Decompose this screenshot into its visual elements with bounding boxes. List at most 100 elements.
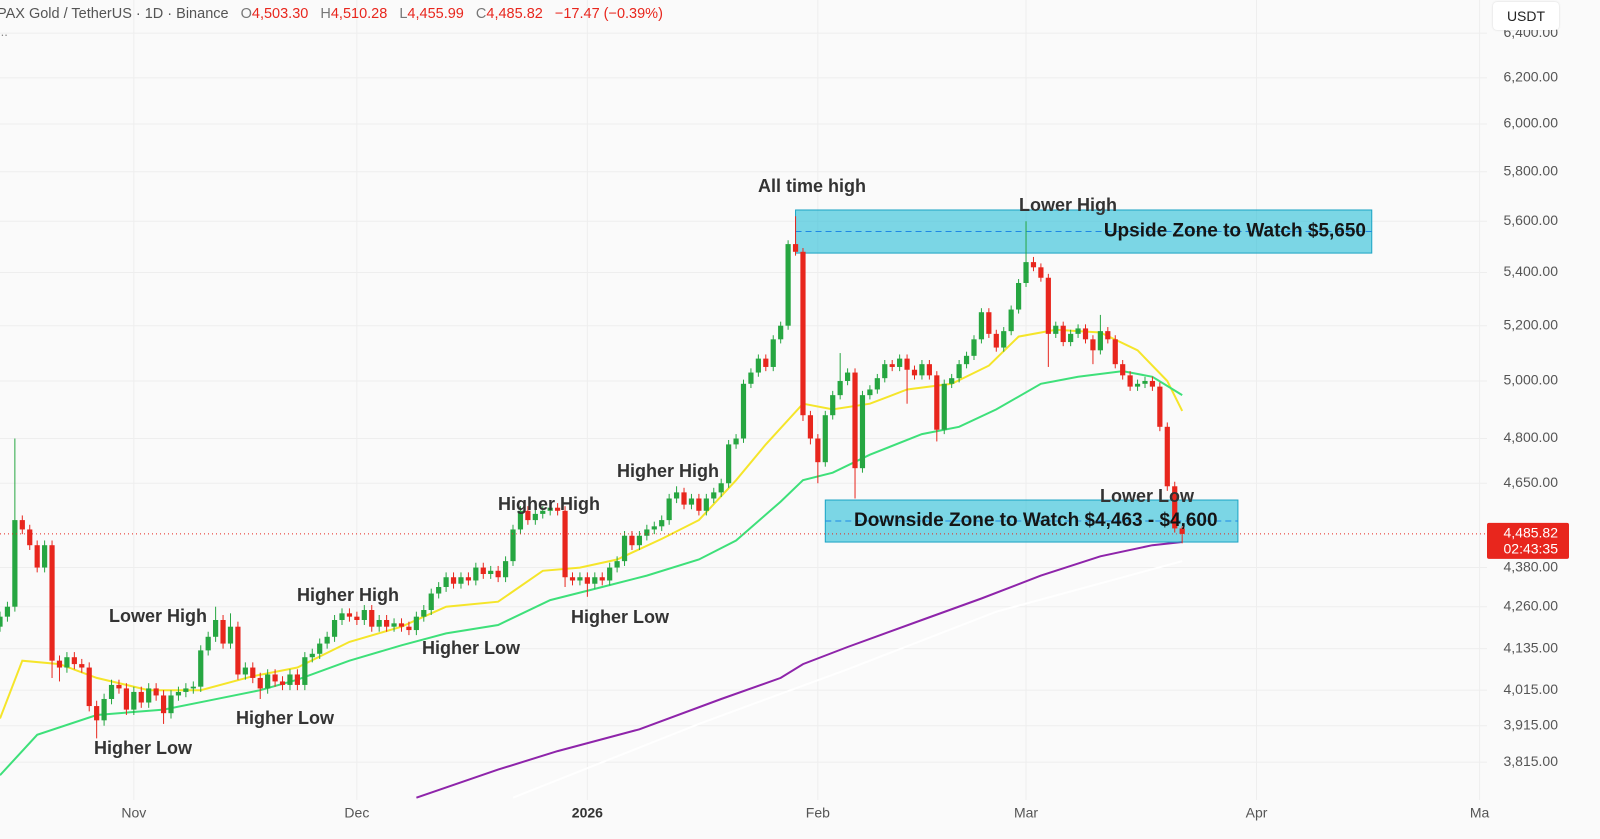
x-tick-label: 2026 [572, 805, 603, 821]
candle-body [331, 619, 338, 637]
x-tick-label: Apr [1246, 805, 1268, 821]
candle-body [733, 438, 739, 445]
candle-body [1060, 325, 1066, 343]
currency-button[interactable]: USDT [1493, 2, 1559, 30]
candle-body [726, 444, 732, 484]
candle-body [42, 545, 48, 568]
candle-body [86, 667, 92, 707]
zone-label: Downside Zone to Watch $4,463 - $4,600 [854, 510, 1218, 531]
candle-body [1149, 380, 1156, 387]
candle-body [1053, 325, 1059, 334]
candle-body [279, 681, 286, 685]
candle-body [666, 498, 672, 521]
candle-body [740, 383, 747, 439]
candle-body [242, 667, 248, 675]
candle-body [859, 395, 866, 469]
candle-body [146, 688, 152, 703]
y-tick-label: 5,800.00 [1504, 163, 1559, 179]
grid [0, 0, 1487, 800]
candle-body [227, 626, 234, 644]
candle-body [956, 364, 962, 379]
candle-body [986, 312, 992, 334]
ohlc-key: L [399, 6, 408, 22]
candle-body [79, 664, 85, 668]
y-tick-label: 5,400.00 [1504, 263, 1559, 279]
candle-body [391, 623, 397, 627]
candle-body [971, 339, 977, 356]
annotation: Higher High [297, 585, 399, 605]
candle-body [406, 626, 412, 631]
candle-body [205, 636, 211, 651]
ohlc-key: C [475, 6, 487, 22]
candle-body [287, 674, 293, 685]
candle-body [213, 619, 219, 637]
y-tick-label: 6,200.00 [1504, 69, 1559, 85]
candle-body [897, 358, 903, 367]
price-change: −17.47 (−0.39%) [554, 6, 663, 22]
candle-body [659, 520, 665, 527]
candle-body [413, 616, 419, 631]
candle-body [1075, 328, 1081, 334]
indicators-toggle[interactable]: ... [0, 24, 8, 39]
candle-body [644, 529, 650, 536]
candle-body [168, 695, 174, 714]
candle-body [190, 686, 196, 689]
candle-body [339, 613, 345, 620]
annotation: All time high [758, 176, 866, 196]
countdown: 02:43:35 [1504, 541, 1559, 557]
x-tick-label: Mar [1014, 805, 1038, 821]
candle-body [1023, 262, 1029, 283]
annotation: Lower High [1019, 195, 1117, 215]
candle-body [852, 372, 858, 469]
candle-body [510, 529, 516, 562]
candle-body [785, 244, 791, 326]
candle-body [175, 691, 182, 696]
candle-body [12, 520, 18, 607]
candle-body [800, 251, 806, 416]
candle-body [770, 339, 776, 367]
candle-body [629, 535, 635, 546]
candle-body [711, 492, 717, 499]
time-axis [0, 800, 1487, 839]
candle-body [458, 577, 464, 584]
candle-body [718, 483, 724, 493]
candle-body [919, 364, 925, 376]
symbol-header: PAX Gold / TetherUS · 1D · Binance O4,50… [0, 6, 663, 22]
candle-body [250, 667, 256, 678]
candle-body [867, 389, 873, 396]
candle-body [882, 364, 888, 379]
candle-body [993, 333, 999, 348]
candle-body [1045, 277, 1051, 334]
candle-body [1120, 364, 1126, 376]
candle-body [517, 510, 524, 530]
candle-body [815, 438, 821, 463]
candle-body [1105, 331, 1111, 340]
candle-body [220, 619, 226, 644]
annotation: Higher Low [571, 607, 670, 627]
candle-body [963, 355, 970, 365]
price-axis [1487, 0, 1600, 839]
y-tick-label: 4,800.00 [1504, 429, 1559, 445]
candle-body [198, 650, 204, 687]
candle-body [904, 358, 910, 370]
candle-body [480, 567, 486, 575]
candle-body [131, 691, 137, 710]
candle-body [324, 636, 330, 644]
candle-body [607, 567, 613, 581]
candle-body [369, 610, 375, 627]
candle-body [547, 507, 553, 511]
annotation: Higher Low [94, 738, 193, 758]
moving-average-line [0, 370, 1183, 776]
candle-body [428, 593, 434, 611]
candle-body [49, 545, 55, 661]
candle-body [34, 545, 40, 568]
candle-body [778, 325, 784, 340]
candle-body [160, 695, 167, 714]
y-tick-label: 4,380.00 [1504, 558, 1559, 574]
candle-body [272, 674, 278, 682]
zone-label: Upside Zone to Watch $5,650 [1104, 221, 1366, 242]
candle-body [361, 610, 367, 620]
candle-body [1090, 339, 1096, 351]
candle-body [844, 372, 851, 381]
